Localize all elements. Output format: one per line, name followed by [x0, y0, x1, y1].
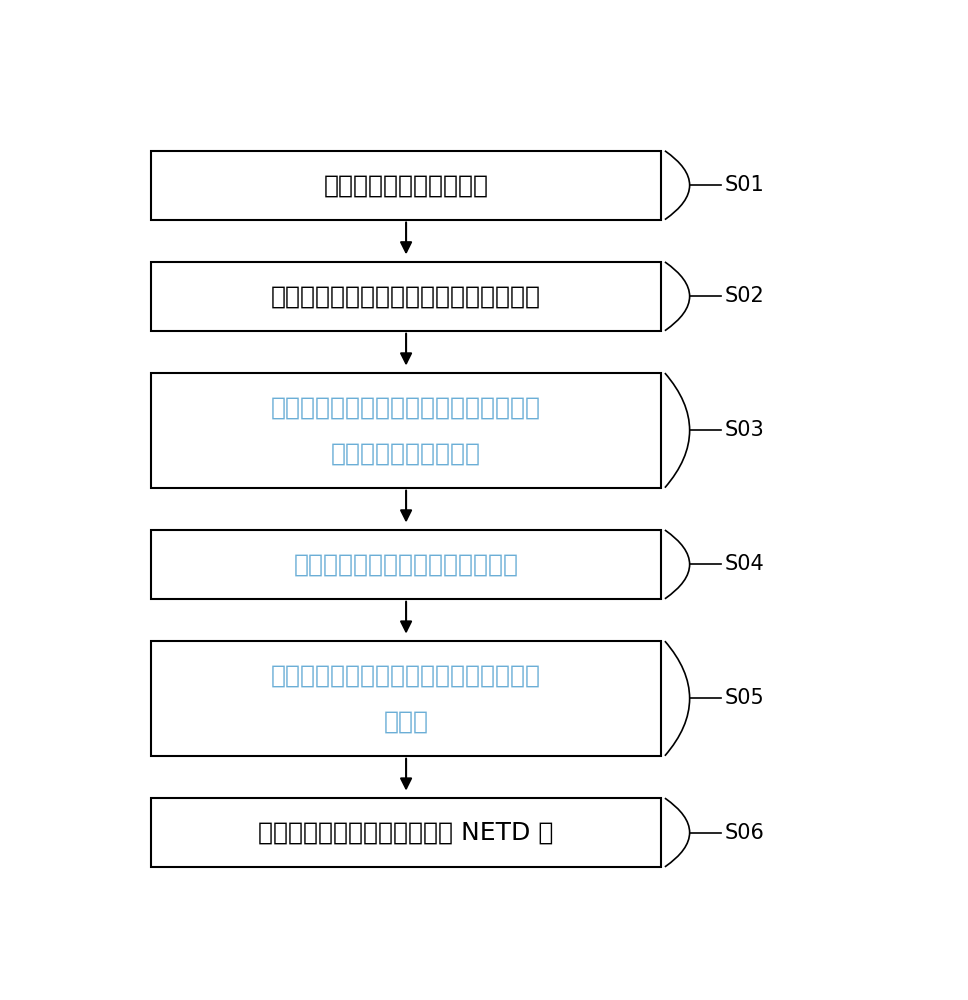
- Text: 行光输入环境模拟单元: 行光输入环境模拟单元: [331, 441, 481, 465]
- Text: 设置环境模拟单元的温度: 设置环境模拟单元的温度: [323, 173, 489, 197]
- Text: S05: S05: [725, 688, 765, 708]
- Text: 开启环境模拟单元的红外辐射入口: 开启环境模拟单元的红外辐射入口: [293, 552, 519, 576]
- Text: S06: S06: [725, 823, 765, 843]
- Bar: [151, 641, 661, 756]
- Text: 根据图像信号计算红外相机的 NETD 値: 根据图像信号计算红外相机的 NETD 値: [258, 821, 554, 845]
- Text: 利用环境模拟单元模拟设定温度下的环境: 利用环境模拟单元模拟设定温度下的环境: [271, 284, 541, 308]
- Text: 将黑体辐射单元输出的红外辐射转化为平: 将黑体辐射单元输出的红外辐射转化为平: [271, 395, 541, 419]
- Bar: [151, 262, 661, 331]
- Text: S01: S01: [725, 175, 765, 195]
- Bar: [151, 151, 661, 220]
- Bar: [151, 798, 661, 867]
- Text: S03: S03: [725, 420, 765, 440]
- Text: S04: S04: [725, 554, 765, 574]
- Bar: [151, 530, 661, 599]
- Text: 将平行光转化成图像信号并输出至数据处: 将平行光转化成图像信号并输出至数据处: [271, 664, 541, 688]
- Bar: [151, 373, 661, 488]
- Text: 理单元: 理单元: [383, 709, 429, 733]
- Text: S02: S02: [725, 286, 765, 306]
